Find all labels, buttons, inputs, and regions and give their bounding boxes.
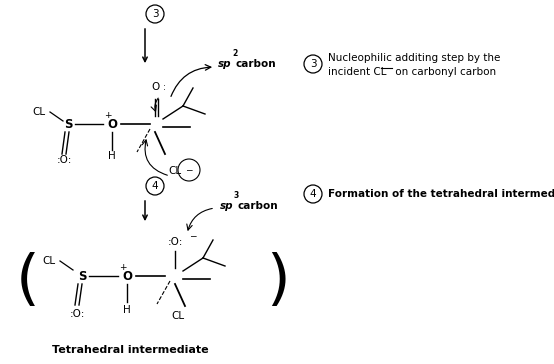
Text: :O:: :O: [57, 155, 71, 165]
Text: CL: CL [171, 311, 184, 321]
Text: O: O [152, 82, 160, 92]
Text: :O:: :O: [69, 309, 85, 319]
Text: H: H [123, 305, 131, 315]
Text: H: H [108, 151, 116, 161]
Text: (: ( [16, 252, 40, 310]
Text: O: O [107, 118, 117, 131]
Text: Nucleophilic additing step by the: Nucleophilic additing step by the [328, 53, 500, 63]
Text: :: : [163, 83, 166, 92]
Text: sp: sp [220, 201, 233, 211]
Text: 4: 4 [152, 181, 158, 191]
Text: 2: 2 [232, 49, 237, 58]
Text: +: + [104, 111, 112, 120]
Text: 3: 3 [310, 59, 316, 69]
Text: on carbonyl carbon: on carbonyl carbon [392, 67, 496, 77]
Text: S: S [78, 269, 86, 282]
Text: Tetrahedral intermediate: Tetrahedral intermediate [52, 345, 208, 355]
Text: carbon: carbon [237, 201, 278, 211]
Text: 4: 4 [310, 189, 316, 199]
Text: CL: CL [32, 107, 45, 117]
Text: carbon: carbon [235, 59, 276, 69]
Text: CL: CL [168, 166, 182, 176]
Text: −: − [189, 232, 197, 241]
Text: 3: 3 [234, 191, 239, 200]
Text: S: S [64, 118, 72, 131]
Text: Formation of the tetrahedral intermediate: Formation of the tetrahedral intermediat… [328, 189, 554, 199]
Text: +: + [119, 264, 127, 273]
Text: sp: sp [218, 59, 232, 69]
Text: −: − [185, 166, 193, 174]
Text: ): ) [266, 252, 290, 310]
Text: O: O [122, 269, 132, 282]
Text: 3: 3 [152, 9, 158, 19]
Text: incident CL: incident CL [328, 67, 387, 77]
Text: CL: CL [42, 256, 55, 266]
Text: :O:: :O: [167, 237, 183, 247]
